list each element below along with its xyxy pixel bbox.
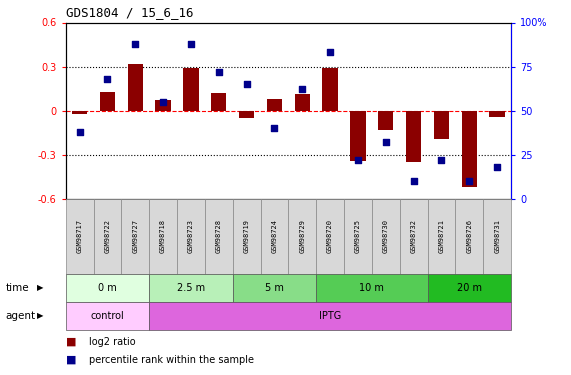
Text: GSM98719: GSM98719 — [244, 219, 250, 253]
Bar — [239, 111, 254, 118]
Point — [297, 87, 307, 93]
Point — [325, 50, 335, 55]
Text: GSM98721: GSM98721 — [439, 219, 444, 253]
Text: ■: ■ — [66, 336, 76, 346]
Bar — [94, 199, 122, 274]
Point — [131, 40, 140, 46]
Text: 5 m: 5 m — [265, 283, 284, 293]
Text: IPTG: IPTG — [319, 311, 341, 321]
Text: agent: agent — [6, 311, 36, 321]
Text: 2.5 m: 2.5 m — [177, 283, 205, 293]
Text: GSM98731: GSM98731 — [494, 219, 500, 253]
Bar — [316, 274, 428, 302]
Point — [75, 129, 84, 135]
Text: GSM98730: GSM98730 — [383, 219, 389, 253]
Text: time: time — [6, 283, 29, 293]
Bar — [149, 199, 177, 274]
Text: GDS1804 / 15_6_16: GDS1804 / 15_6_16 — [66, 6, 193, 19]
Bar — [372, 199, 400, 274]
Bar — [267, 99, 282, 111]
Bar — [183, 68, 199, 111]
Bar — [233, 199, 260, 274]
Point — [353, 157, 363, 163]
Bar — [260, 199, 288, 274]
Bar — [456, 199, 483, 274]
Bar — [205, 199, 233, 274]
Point — [465, 178, 474, 184]
Text: GSM98720: GSM98720 — [327, 219, 333, 253]
Point — [214, 69, 223, 75]
Bar — [489, 111, 505, 117]
Text: percentile rank within the sample: percentile rank within the sample — [89, 355, 254, 365]
Bar — [155, 100, 171, 111]
Bar — [344, 199, 372, 274]
Text: 20 m: 20 m — [457, 283, 482, 293]
Text: 10 m: 10 m — [359, 283, 384, 293]
Bar — [295, 94, 310, 111]
Text: GSM98718: GSM98718 — [160, 219, 166, 253]
Bar — [428, 274, 511, 302]
Bar — [100, 92, 115, 111]
Bar — [211, 93, 227, 111]
Text: GSM98723: GSM98723 — [188, 219, 194, 253]
Bar — [428, 199, 456, 274]
Text: GSM98727: GSM98727 — [132, 219, 138, 253]
Text: GSM98729: GSM98729 — [299, 219, 305, 253]
Bar — [288, 199, 316, 274]
Bar — [323, 68, 338, 111]
Bar — [66, 274, 149, 302]
Bar — [406, 111, 421, 162]
Bar — [177, 199, 205, 274]
Text: GSM98722: GSM98722 — [104, 219, 110, 253]
Point — [493, 164, 502, 170]
Bar — [350, 111, 365, 160]
Bar — [461, 111, 477, 187]
Point — [270, 125, 279, 131]
Bar — [122, 199, 149, 274]
Bar — [149, 274, 233, 302]
Text: ■: ■ — [66, 355, 76, 365]
Text: GSM98717: GSM98717 — [77, 219, 83, 253]
Text: log2 ratio: log2 ratio — [89, 336, 135, 346]
Bar — [233, 274, 316, 302]
Bar — [72, 111, 87, 114]
Point — [159, 99, 168, 105]
Bar — [66, 199, 94, 274]
Point — [381, 140, 391, 146]
Text: GSM98726: GSM98726 — [467, 219, 472, 253]
Point — [186, 40, 195, 46]
Text: ▶: ▶ — [37, 284, 43, 292]
Text: ▶: ▶ — [37, 311, 43, 320]
Text: control: control — [91, 311, 124, 321]
Bar — [149, 302, 511, 330]
Point — [409, 178, 418, 184]
Bar — [400, 199, 428, 274]
Bar — [316, 199, 344, 274]
Bar — [378, 111, 393, 130]
Bar — [483, 199, 511, 274]
Bar — [434, 111, 449, 138]
Bar — [127, 64, 143, 111]
Point — [437, 157, 446, 163]
Text: 0 m: 0 m — [98, 283, 117, 293]
Text: GSM98725: GSM98725 — [355, 219, 361, 253]
Text: GSM98732: GSM98732 — [411, 219, 417, 253]
Bar — [66, 302, 149, 330]
Point — [242, 81, 251, 87]
Text: GSM98728: GSM98728 — [216, 219, 222, 253]
Text: GSM98724: GSM98724 — [271, 219, 278, 253]
Point — [103, 76, 112, 82]
